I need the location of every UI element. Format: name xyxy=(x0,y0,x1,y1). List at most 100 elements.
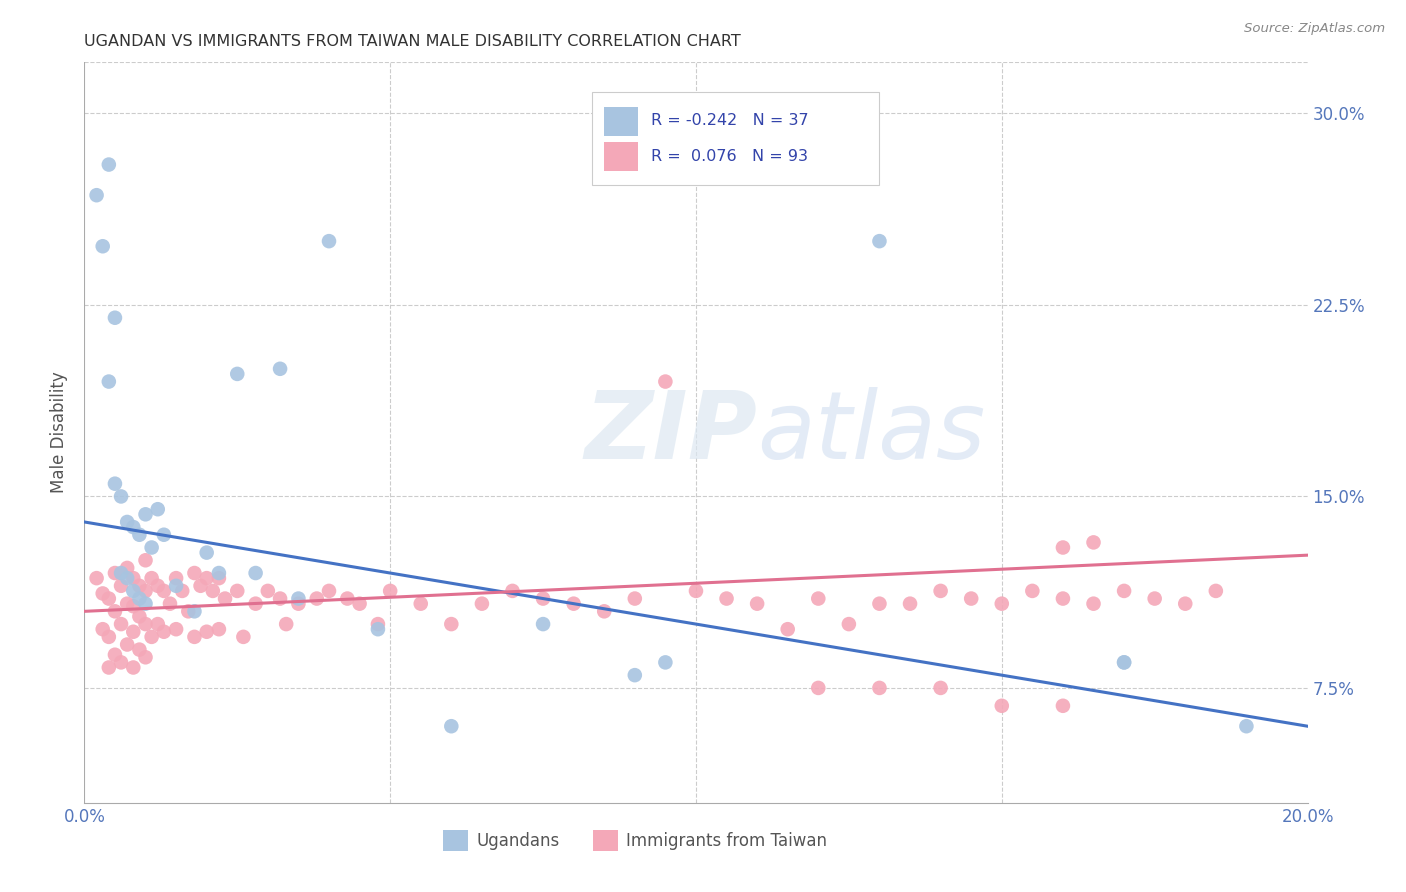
Point xyxy=(115,638,138,652)
Point xyxy=(97,591,120,606)
Point xyxy=(165,571,187,585)
Point xyxy=(991,698,1014,713)
Point xyxy=(86,571,108,585)
Point xyxy=(153,527,176,541)
Point xyxy=(1052,541,1074,555)
Point xyxy=(104,566,127,580)
Point xyxy=(562,597,585,611)
Point xyxy=(141,571,163,585)
Point xyxy=(122,599,145,614)
Point xyxy=(165,622,187,636)
Point xyxy=(97,157,120,171)
Point xyxy=(1236,719,1258,733)
Point xyxy=(367,622,389,636)
Point xyxy=(502,583,524,598)
Point xyxy=(128,642,150,657)
Point xyxy=(1114,583,1136,598)
Point xyxy=(1052,591,1074,606)
Point xyxy=(1083,597,1105,611)
Point xyxy=(91,586,114,600)
Point xyxy=(195,571,218,585)
Point xyxy=(153,583,176,598)
Legend: Ugandans, Immigrants from Taiwan: Ugandans, Immigrants from Taiwan xyxy=(436,823,834,857)
Point xyxy=(183,630,205,644)
Text: R = -0.242   N = 37: R = -0.242 N = 37 xyxy=(651,112,808,128)
Point xyxy=(128,609,150,624)
Point xyxy=(183,604,205,618)
FancyBboxPatch shape xyxy=(592,92,880,185)
Point xyxy=(86,188,108,202)
Point xyxy=(257,583,280,598)
Point xyxy=(183,566,205,580)
Point xyxy=(807,591,830,606)
Point xyxy=(1174,597,1197,611)
Point xyxy=(929,681,952,695)
Point xyxy=(269,591,291,606)
Point xyxy=(104,476,127,491)
Point xyxy=(318,234,340,248)
Point xyxy=(869,597,891,611)
Point xyxy=(104,310,127,325)
Point xyxy=(531,591,554,606)
Text: ZIP: ZIP xyxy=(585,386,758,479)
Point xyxy=(305,591,328,606)
Point xyxy=(159,597,181,611)
Point xyxy=(177,604,200,618)
Point xyxy=(190,579,212,593)
Point xyxy=(115,571,138,585)
Point xyxy=(593,604,616,618)
Point xyxy=(269,361,291,376)
Point xyxy=(1021,583,1043,598)
Point xyxy=(135,583,157,598)
Point xyxy=(110,490,132,504)
Point xyxy=(122,583,145,598)
Point xyxy=(195,546,218,560)
Point xyxy=(135,650,157,665)
Point xyxy=(747,597,769,611)
Point xyxy=(318,583,340,598)
Point xyxy=(208,566,231,580)
Point xyxy=(960,591,983,606)
Point xyxy=(624,591,647,606)
Point xyxy=(685,583,707,598)
Point xyxy=(232,630,254,644)
Point xyxy=(104,648,127,662)
Point xyxy=(115,597,138,611)
Point xyxy=(214,591,236,606)
Point xyxy=(349,597,371,611)
Point xyxy=(97,660,120,674)
Point xyxy=(654,656,676,670)
Point xyxy=(1205,583,1227,598)
Point xyxy=(135,597,157,611)
Point xyxy=(91,239,114,253)
Point xyxy=(654,375,676,389)
Point xyxy=(110,656,132,670)
Text: UGANDAN VS IMMIGRANTS FROM TAIWAN MALE DISABILITY CORRELATION CHART: UGANDAN VS IMMIGRANTS FROM TAIWAN MALE D… xyxy=(84,34,741,49)
Point xyxy=(245,597,267,611)
Point xyxy=(128,579,150,593)
Point xyxy=(135,617,157,632)
Point xyxy=(91,622,114,636)
Point xyxy=(135,553,157,567)
Point xyxy=(409,597,432,611)
Point xyxy=(226,583,249,598)
Text: R =  0.076   N = 93: R = 0.076 N = 93 xyxy=(651,149,807,164)
Point xyxy=(172,583,194,598)
Text: atlas: atlas xyxy=(758,387,986,478)
Point xyxy=(135,508,157,522)
Point xyxy=(122,624,145,639)
Point xyxy=(122,520,145,534)
Point xyxy=(226,367,249,381)
Point xyxy=(141,630,163,644)
Point xyxy=(869,681,891,695)
Point xyxy=(531,617,554,632)
Point xyxy=(122,660,145,674)
Point xyxy=(110,566,132,580)
Point xyxy=(128,591,150,606)
Point xyxy=(146,617,169,632)
Point xyxy=(110,579,132,593)
Point xyxy=(208,622,231,636)
Point xyxy=(115,561,138,575)
Point xyxy=(471,597,494,611)
Bar xyxy=(605,107,638,136)
